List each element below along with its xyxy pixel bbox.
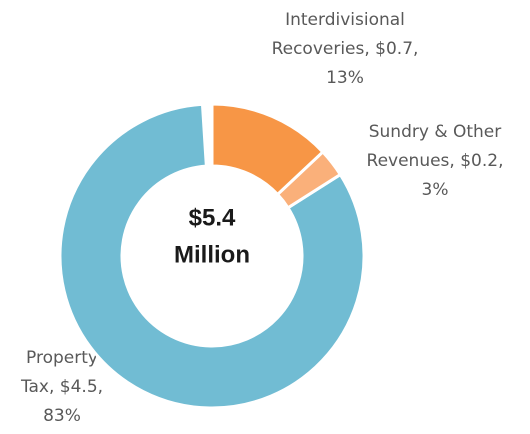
segment-label: 13% <box>326 68 364 88</box>
segment-label: 83% <box>43 406 81 426</box>
segment-label: Tax, $4.5, <box>20 377 103 397</box>
segment-label: 3% <box>422 180 449 200</box>
center-unit: Million <box>174 241 250 268</box>
segment-label: Recoveries, $0.7, <box>272 39 419 59</box>
donut-segment <box>58 102 366 410</box>
segment-label: Sundry & Other <box>369 122 502 142</box>
center-amount: $5.4 <box>189 204 236 231</box>
segment-label: Revenues, $0.2, <box>367 151 504 171</box>
segment-label: Interdivisional <box>285 10 405 30</box>
donut-segment <box>210 102 325 197</box>
segment-label: Property <box>26 348 98 368</box>
